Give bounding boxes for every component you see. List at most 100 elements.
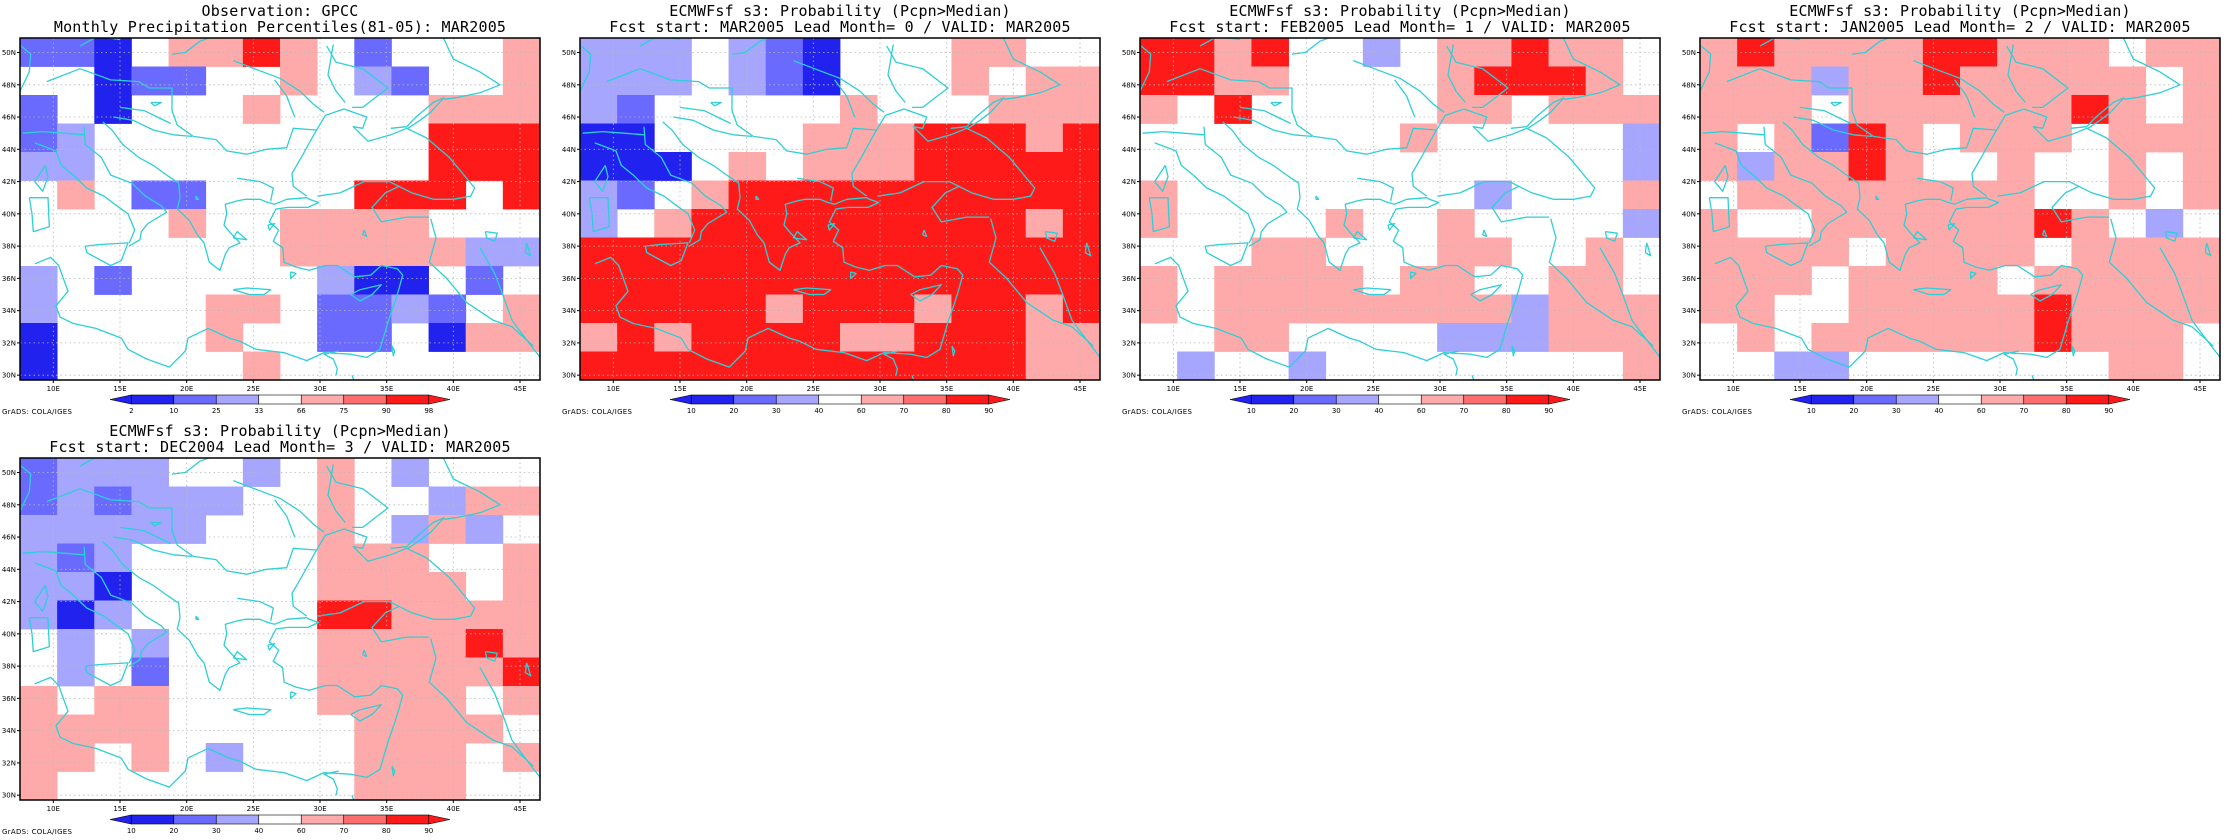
lon-tick-label: 15E — [1233, 385, 1246, 393]
colorbar-label: 80 — [1502, 407, 1511, 415]
shaded-cell — [20, 95, 58, 124]
shaded-cell — [502, 180, 541, 210]
shaded-cell — [691, 266, 729, 295]
colorbar-left-arrow — [669, 394, 692, 405]
shaded-cell — [1140, 66, 1178, 96]
coastline — [2042, 229, 2048, 238]
coastline — [922, 229, 928, 238]
coastline — [594, 165, 609, 192]
lon-tick-label: 20E — [740, 385, 753, 393]
coastline — [7, 109, 14, 112]
shaded-cell — [2071, 66, 2109, 96]
shaded-cell — [354, 266, 392, 295]
shaded-cell — [951, 294, 989, 324]
lat-tick-label: 34N — [1682, 307, 1696, 315]
coastline — [267, 222, 276, 231]
shaded-cell — [428, 771, 467, 801]
coastline — [710, 101, 722, 107]
shaded-cell — [502, 572, 541, 601]
colorbar-box — [215, 814, 260, 825]
shaded-cell — [465, 323, 504, 352]
coastline — [524, 242, 532, 257]
shaded-cell — [2182, 266, 2221, 295]
shaded-cell — [1848, 180, 1887, 210]
colorbar-label: 33 — [254, 407, 263, 415]
shaded-cell — [428, 486, 467, 516]
shaded-cell — [1997, 237, 2035, 267]
shaded-cell — [502, 294, 541, 324]
shaded-cell — [802, 123, 841, 153]
colorbar-label: 30 — [1332, 407, 1341, 415]
shaded-cell — [1622, 351, 1661, 381]
shaded-cell — [1848, 209, 1887, 238]
shaded-cell — [1737, 38, 1775, 67]
coastline — [1315, 195, 1320, 200]
lat-tick-label: 32N — [2, 339, 16, 347]
grads-footer: GrADS: COLA/IGES — [2, 828, 73, 836]
shaded-cell — [1885, 123, 1924, 153]
shaded-cell — [877, 266, 915, 295]
colorbar-box — [343, 394, 387, 405]
panel-title: Observation: GPCC — [201, 2, 359, 20]
shaded-cell — [765, 323, 804, 352]
shaded-cell — [1774, 351, 1812, 381]
coastline — [233, 707, 272, 716]
lon-tick-label: 25E — [247, 385, 260, 393]
shaded-cell — [168, 180, 207, 210]
lon-tick-label: 40E — [2127, 385, 2140, 393]
coastline — [83, 126, 168, 247]
shaded-cell — [354, 180, 392, 210]
coastline — [1353, 287, 1392, 296]
lon-tick-label: 30E — [1993, 385, 2006, 393]
lat-tick-label: 36N — [2, 695, 16, 703]
shaded-cell — [1885, 294, 1924, 324]
shaded-cell — [242, 294, 281, 324]
coastline — [2003, 350, 2019, 376]
coastline — [1140, 45, 1152, 92]
coastline — [291, 528, 476, 620]
colorbar-label: 10 — [169, 407, 178, 415]
shaded-cell — [1622, 123, 1661, 153]
coastline — [793, 59, 885, 113]
shaded-cell — [1811, 351, 1849, 381]
colorbar-label: 25 — [212, 407, 221, 415]
shaded-cell — [1511, 294, 1549, 324]
shaded-cell — [1025, 237, 1064, 267]
shaded-cell — [840, 323, 878, 352]
colorbar-label: 20 — [1849, 407, 1858, 415]
shaded-cell — [391, 714, 429, 744]
coastline — [1511, 345, 1516, 357]
shaded-cell — [1960, 209, 1998, 238]
shaded-cell — [1288, 237, 1327, 267]
colorbar: 10 20 30 40 60 70 80 90 — [1229, 394, 1571, 415]
panel-title: ECMWFsf s3: Probability (Pcpn>Median) — [109, 422, 451, 440]
lat-tick-label: 32N — [2, 759, 16, 767]
coastline — [1763, 126, 1848, 247]
shaded-cell — [802, 38, 841, 67]
shaded-cell — [354, 686, 392, 715]
coastline — [673, 116, 753, 138]
shaded-cell — [728, 209, 767, 238]
shaded-cell — [1848, 66, 1887, 96]
panel-title: ECMWFsf s3: Probability (Pcpn>Median) — [669, 2, 1011, 20]
shaded-cell — [428, 600, 467, 630]
coastline — [1970, 271, 1977, 280]
panel-subtitle: Fcst start: DEC2004 Lead Month= 3 / VALI… — [49, 438, 511, 456]
colorbar-right-arrow — [428, 394, 451, 405]
coastline — [580, 45, 592, 92]
coastline — [232, 230, 248, 241]
colorbar-box — [130, 814, 175, 825]
coastline — [827, 222, 836, 231]
shaded-cell — [428, 152, 467, 181]
shaded-cell — [391, 629, 429, 658]
shaded-cell — [502, 152, 541, 181]
colorbar-box — [215, 394, 260, 405]
coastline — [232, 650, 248, 661]
shaded-cell — [317, 266, 355, 295]
coastline — [1199, 38, 1241, 47]
shaded-cell — [242, 38, 281, 67]
shaded-cell — [1960, 180, 1998, 210]
coastline — [34, 165, 49, 192]
shaded-cell — [1811, 209, 1849, 238]
coastline — [1917, 177, 1954, 202]
